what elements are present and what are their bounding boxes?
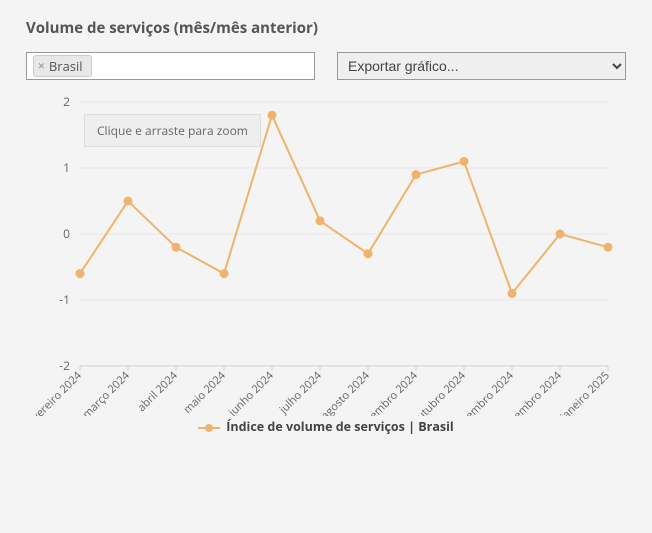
svg-text:julho 2024: julho 2024: [276, 368, 326, 416]
svg-text:janeiro 2025: janeiro 2025: [556, 368, 612, 416]
filter-tag-label: Brasil: [49, 57, 83, 75]
controls-row: × Brasil Exportar gráfico...: [26, 52, 626, 80]
svg-text:março 2024: março 2024: [79, 368, 133, 416]
legend-swatch: [198, 422, 220, 434]
svg-text:fevereiro 2024: fevereiro 2024: [26, 368, 85, 416]
svg-text:outubro 2024: outubro 2024: [409, 368, 470, 416]
region-filter[interactable]: × Brasil: [26, 52, 315, 80]
legend: Índice de volume de serviços | Brasil: [26, 418, 626, 435]
svg-text:2: 2: [63, 93, 70, 110]
chart-title: Volume de serviços (mês/mês anterior): [26, 18, 626, 38]
chart-area[interactable]: Clique e arraste para zoom -2 -1 0 1 2 fevere…: [26, 86, 626, 416]
filter-tag[interactable]: × Brasil: [33, 55, 92, 77]
zoom-hint: Clique e arraste para zoom: [84, 114, 261, 147]
legend-label: Índice de volume de serviços | Brasil: [226, 418, 453, 435]
svg-text:1: 1: [63, 159, 70, 176]
remove-tag-icon[interactable]: ×: [38, 60, 45, 72]
svg-text:abril 2024: abril 2024: [134, 368, 181, 415]
svg-text:0: 0: [63, 225, 70, 242]
svg-text:-1: -1: [59, 291, 70, 308]
svg-text:maio 2024: maio 2024: [180, 368, 229, 416]
export-select[interactable]: Exportar gráfico...: [337, 52, 626, 80]
svg-text:agosto 2024: agosto 2024: [318, 368, 373, 416]
svg-text:junho 2024: junho 2024: [225, 368, 278, 416]
svg-text:-2: -2: [59, 357, 70, 374]
